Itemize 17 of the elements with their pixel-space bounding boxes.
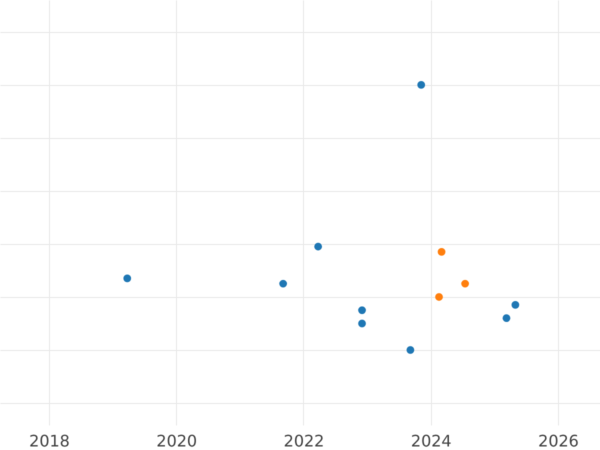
- point: [435, 293, 443, 301]
- point: [279, 280, 288, 288]
- point: [438, 248, 446, 256]
- point: [358, 320, 366, 328]
- point: [358, 306, 366, 314]
- x-tick-label: 2026: [538, 432, 579, 450]
- point: [123, 274, 132, 282]
- point: [461, 280, 469, 288]
- x-tick-label: 2024: [410, 432, 452, 450]
- x-tick-label: 2018: [29, 432, 70, 450]
- x-tick-label: 2020: [156, 432, 198, 450]
- point: [512, 301, 520, 309]
- x-tick-label: 2022: [284, 432, 324, 450]
- point: [417, 80, 426, 89]
- point: [502, 314, 510, 322]
- point: [406, 346, 414, 354]
- point: [314, 242, 322, 250]
